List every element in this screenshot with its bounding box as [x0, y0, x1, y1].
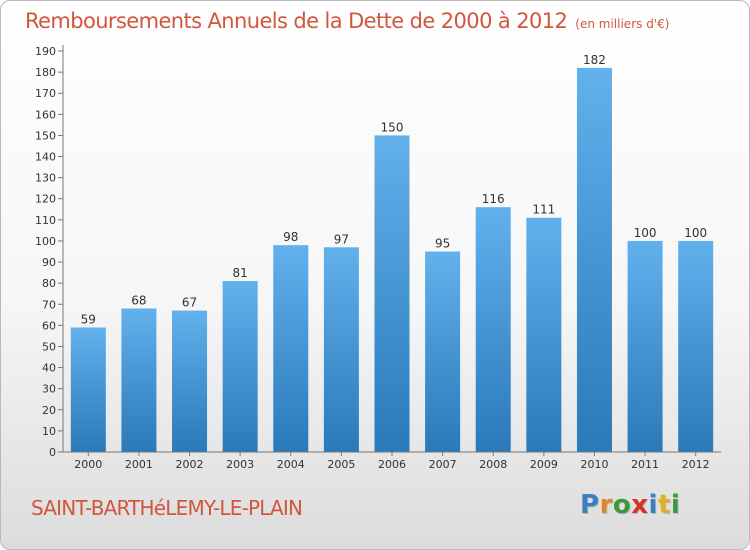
x-tick-label: 2005: [327, 458, 355, 471]
x-tick-label: 2004: [277, 458, 305, 471]
y-tick-label: 60: [42, 319, 56, 332]
bar: [678, 240, 714, 452]
bar: [121, 308, 157, 452]
x-tick-label: 2003: [226, 458, 254, 471]
x-tick-label: 2009: [530, 458, 558, 471]
x-tick-label: 2006: [378, 458, 406, 471]
y-axis: 0 10 20 30 40 50 60 70 80 90 100 110 120 130 140 150 160…: [35, 45, 64, 459]
logo-letter: i: [670, 490, 681, 520]
logo-letter: t: [657, 490, 671, 520]
bar-value-label: 59: [81, 312, 96, 326]
logo-letter: P: [580, 490, 600, 520]
bar-value-label: 116: [482, 192, 505, 206]
commune-name: SAINT-BARTHéLEMY-LE-PLAIN: [31, 496, 303, 520]
x-axis: 2000 2001 2002 2003 2004 2005 2006 2007 2008 2009…: [63, 451, 721, 471]
y-tick-label: 120: [35, 193, 56, 206]
chart-title-text: Remboursements Annuels de la Dette de 20…: [25, 9, 568, 33]
x-tick-label: 2011: [631, 458, 659, 471]
bar-value-label: 68: [131, 293, 146, 307]
y-tick-label: 90: [42, 256, 56, 269]
x-tick-label: 2010: [580, 458, 608, 471]
y-tick-label: 30: [42, 383, 56, 396]
logo-letter: i: [648, 490, 658, 520]
bar-value-label: 81: [233, 266, 248, 280]
y-tick-label: 0: [49, 446, 56, 459]
y-tick-label: 170: [35, 87, 56, 100]
logo-letter: o: [612, 490, 632, 520]
bar: [273, 245, 309, 452]
bar-value-label: 98: [283, 230, 298, 244]
proxiti-logo: Proxiti: [580, 490, 680, 520]
y-tick-label: 160: [35, 108, 56, 121]
y-tick-label: 130: [35, 172, 56, 185]
y-tick-label: 80: [42, 277, 56, 290]
y-tick-label: 50: [42, 340, 56, 353]
y-tick-label: 150: [35, 129, 56, 142]
x-tick-label: 2001: [125, 458, 153, 471]
bar-series: 59 68 67 81 98 97 150 95 116 111 182 100 100: [70, 53, 714, 452]
bar-value-label: 97: [334, 232, 349, 246]
bar-value-label: 150: [381, 120, 404, 134]
x-tick-label: 2002: [176, 458, 204, 471]
bar-value-label: 100: [634, 226, 657, 240]
bar: [526, 217, 562, 452]
bar: [425, 251, 461, 452]
bar-value-label: 95: [435, 237, 450, 251]
y-tick-label: 180: [35, 66, 56, 79]
bar-value-label: 111: [532, 203, 555, 217]
bar: [475, 207, 511, 452]
bar: [222, 281, 258, 452]
y-tick-label: 10: [42, 425, 56, 438]
y-tick-label: 140: [35, 151, 56, 164]
x-tick-label: 2008: [479, 458, 507, 471]
logo-letter: x: [631, 490, 649, 520]
x-tick-label: 2007: [429, 458, 457, 471]
y-tick-label: 190: [35, 45, 56, 58]
bar: [172, 310, 208, 452]
chart-title: Remboursements Annuels de la Dette de 20…: [25, 9, 669, 33]
logo-letter: r: [599, 490, 613, 520]
bar: [374, 135, 410, 452]
y-tick-label: 40: [42, 362, 56, 375]
y-tick-label: 20: [42, 404, 56, 417]
y-tick-label: 110: [35, 214, 56, 227]
bar: [70, 327, 106, 452]
bar-value-label: 182: [583, 53, 606, 67]
bar: [323, 247, 359, 452]
bar-value-label: 100: [684, 226, 707, 240]
x-tick-label: 2000: [74, 458, 102, 471]
bar: [576, 67, 612, 452]
bar: [627, 240, 663, 452]
y-tick-label: 100: [35, 235, 56, 248]
unit-note: (en milliers d'€): [575, 17, 670, 31]
bar-value-label: 67: [182, 296, 197, 310]
x-tick-label: 2012: [682, 458, 710, 471]
y-tick-label: 70: [42, 298, 56, 311]
